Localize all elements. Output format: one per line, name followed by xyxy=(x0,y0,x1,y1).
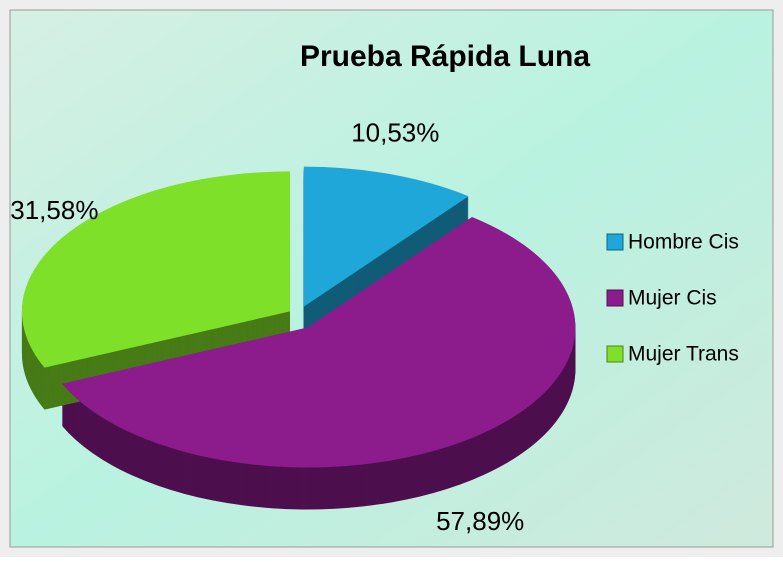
legend-swatch xyxy=(606,345,624,363)
chart-title: Prueba Rápida Luna xyxy=(300,40,590,73)
legend-label: Hombre Cis xyxy=(628,231,739,254)
data-label: 57,89% xyxy=(436,506,524,536)
legend-label: Mujer Cis xyxy=(628,287,717,310)
data-label: 10,53% xyxy=(351,117,439,147)
legend-swatch xyxy=(606,289,624,307)
legend-swatch xyxy=(606,233,624,251)
legend-label: Mujer Trans xyxy=(628,343,739,366)
data-label: 31,58% xyxy=(10,195,98,225)
slice xyxy=(21,171,290,368)
slice xyxy=(303,166,469,307)
slice xyxy=(61,217,576,468)
